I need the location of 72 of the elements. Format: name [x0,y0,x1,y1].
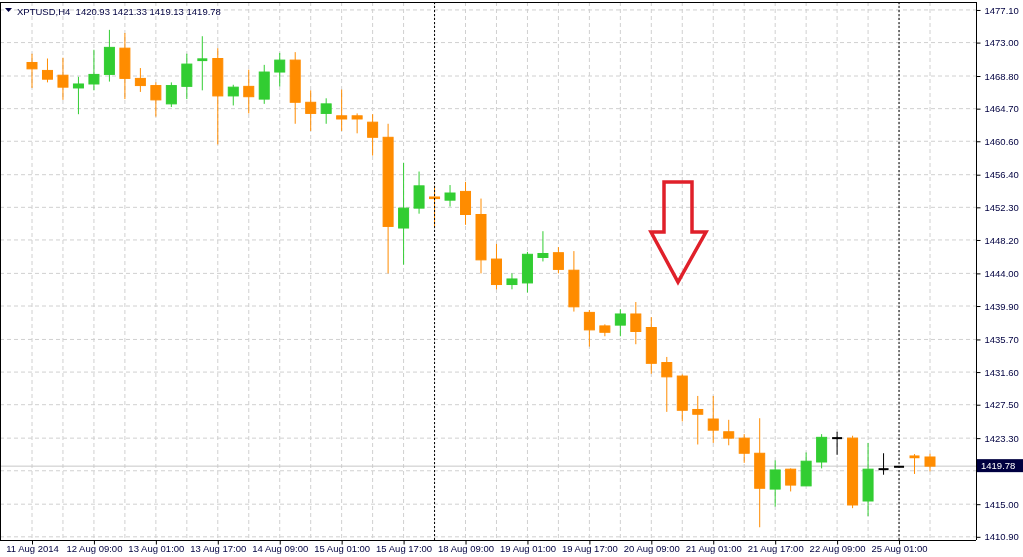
x-tick-label: 21 Aug 17:00 [747,543,804,555]
candlestick [351,112,363,134]
y-tick-label: 1473.00 [984,37,1019,49]
candlestick [444,184,456,208]
y-tick-label: 1439.90 [984,300,1019,312]
x-tick-label: 11 Aug 2014 [6,543,59,555]
candlestick [832,431,843,456]
candlestick [26,53,38,89]
candlestick [57,57,69,101]
candlestick [336,89,348,132]
x-tick-label: 25 Aug 01:00 [871,543,928,555]
x-tick-label: 13 Aug 01:00 [128,543,185,555]
ref-line-label: 1419.78 [981,460,1016,472]
y-tick-label: 1435.70 [984,333,1019,345]
x-tick-label: 15 Aug 01:00 [314,543,371,555]
candlestick [197,35,208,91]
y-tick-label: 1460.60 [984,135,1019,147]
candlestick [537,230,549,262]
candlestick [692,395,704,445]
candlestick [134,67,146,93]
candlestick [661,356,673,413]
y-tick-label: 1410.90 [984,531,1019,543]
text: XPTUSD,H4 1420.93 1421.33 1419.13 1419.78 [17,6,221,17]
candlestick [72,76,84,115]
candlestick [429,185,441,227]
y-tick-label: 1427.50 [984,399,1019,411]
x-tick-label: 15 Aug 17:00 [376,543,433,555]
candlestick [88,49,100,91]
x-tick-label: 19 Aug 01:00 [499,543,556,555]
candlestick [150,81,162,118]
x-tick-label: 13 Aug 17:00 [190,543,247,555]
x-tick-label: 18 Aug 09:00 [438,543,495,555]
candlestick [320,97,332,125]
candlestick [614,308,626,337]
candlestick [707,395,719,444]
candlestick [41,58,53,83]
y-tick-label: 1452.30 [984,201,1019,213]
x-tick-label: 19 Aug 17:00 [561,543,618,555]
y-tick-label: 1456.40 [984,169,1019,181]
candlestick [227,84,239,106]
y-tick-label: 1448.20 [984,234,1019,246]
candlestick [738,433,750,464]
candlestick [305,89,317,132]
candlestick [367,113,379,157]
y-tick-label: 1468.80 [984,70,1019,82]
candlestick [506,272,518,290]
x-tick-label: 14 Aug 09:00 [252,543,309,555]
y-tick-label: 1464.70 [984,103,1019,115]
y-tick-label: 1477.10 [984,4,1019,16]
candlestick [785,467,797,492]
candlestick [583,309,595,348]
candlestick [243,69,255,114]
y-tick-label: 1423.30 [984,432,1019,444]
candlestick [165,81,177,108]
x-tick-label: 20 Aug 09:00 [623,543,680,555]
candlestick [460,181,472,226]
candlestick [723,419,735,446]
candlestick [630,301,642,345]
y-tick-label: 1431.60 [984,366,1019,378]
candlestick [413,171,425,215]
candlestick [181,53,193,100]
y-tick-label: 1444.00 [984,267,1019,279]
candlestick [552,246,564,274]
candlestick [769,459,781,508]
x-tick-label: 12 Aug 09:00 [66,543,123,555]
candlestick [878,452,889,476]
candlestick [398,162,410,266]
candlestick [274,52,286,87]
candlestick [909,453,920,475]
x-tick-label: 21 Aug 01:00 [685,543,742,555]
y-tick-label: 1415.00 [984,498,1019,510]
x-tick-label: 22 Aug 09:00 [809,543,866,555]
